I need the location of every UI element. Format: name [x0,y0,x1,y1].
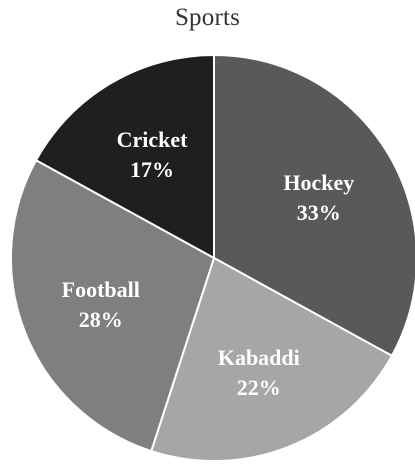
slice-value-label: 28% [79,307,123,332]
pie-slice-kabaddi [150,257,393,462]
pie-slice-football [10,159,215,453]
slice-category-label: Cricket [117,127,189,152]
pie-slice-cricket [35,54,215,259]
slice-category-label: Kabaddi [218,345,300,370]
pie-labels: Hockey 33% Kabaddi 22% Football 28% Cricket 17% [62,127,355,400]
slice-label-football: Football 28% [62,277,140,332]
slice-value-label: 17% [130,157,174,182]
slice-label-hockey: Hockey 33% [283,170,354,225]
slice-label-cricket: Cricket 17% [117,127,189,182]
slice-value-label: 22% [237,375,281,400]
chart-title: Sports [174,4,241,31]
slice-category-label: Hockey [283,170,354,195]
slice-category-label: Football [62,277,140,302]
slice-value-label: 33% [297,200,341,225]
pie-slices [10,54,415,462]
slice-label-kabaddi: Kabaddi 22% [218,345,300,400]
pie-slice-hockey [213,54,415,357]
